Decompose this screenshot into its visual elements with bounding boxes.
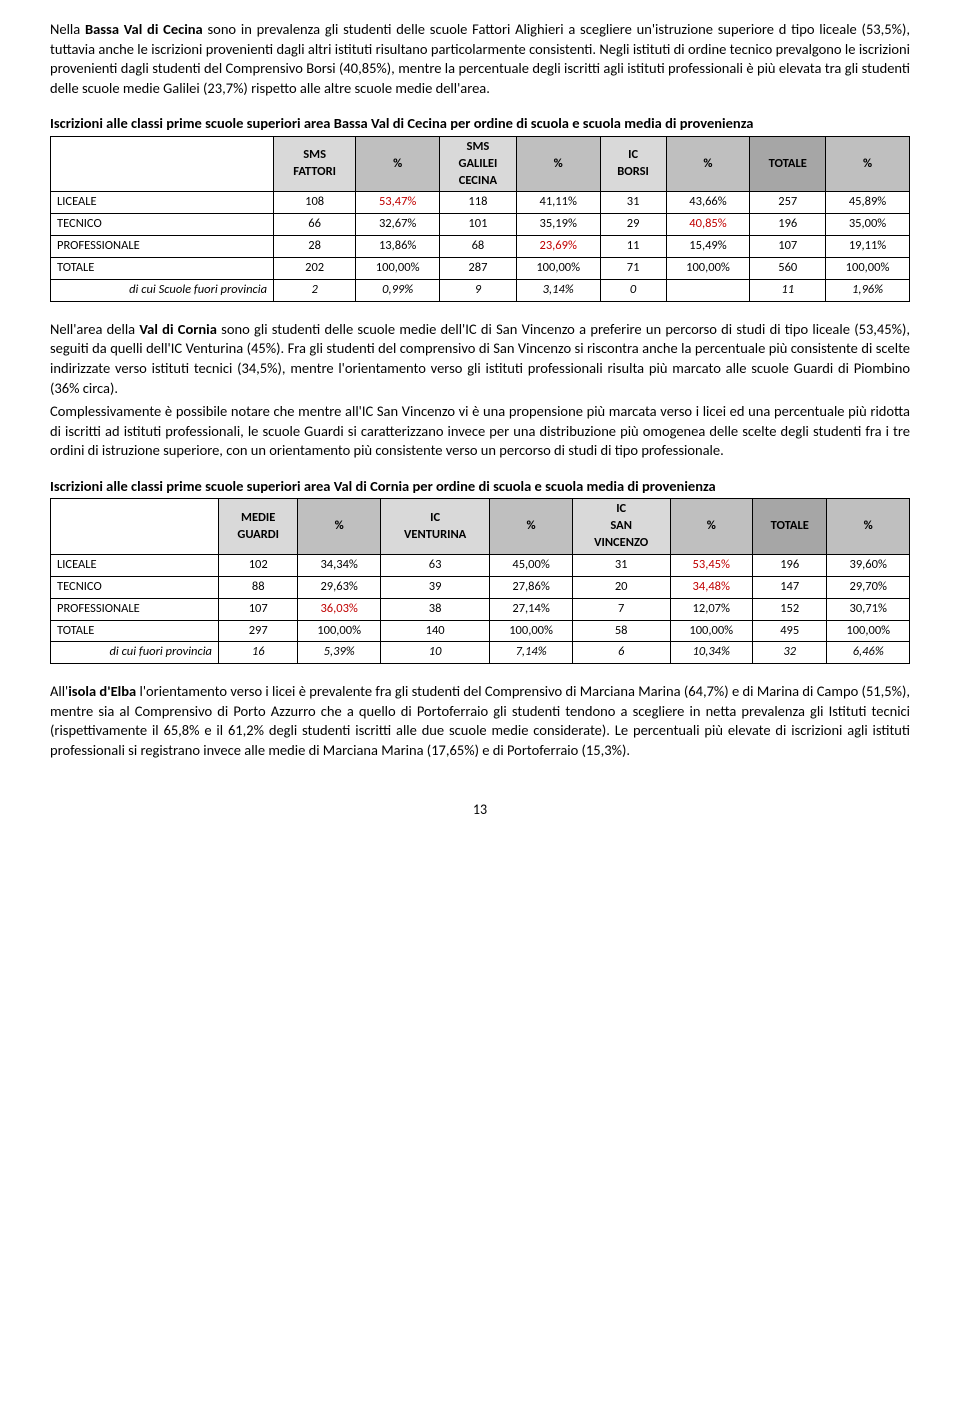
table1-title: Iscrizioni alle classi prime scuole supe… [50,114,910,134]
table-row: TECNICO8829,63%3927,86%2034,48%14729,70% [51,576,910,598]
table2-title: Iscrizioni alle classi prime scuole supe… [50,477,910,497]
table-row: TECNICO6632,67%10135,19%2940,85%19635,00… [51,214,910,236]
table-row: TOTALE297100,00%140100,00%58100,00%49510… [51,620,910,642]
table-row: LICEALE10234,34%6345,00%3153,45%19639,60… [51,554,910,576]
table1: SMSFATTORI%SMSGALILEICECINA%ICBORSI%TOTA… [50,136,910,302]
table-row: TOTALE202100,00%287100,00%71100,00%56010… [51,258,910,280]
table-row: PROFESSIONALE2813,86%6823,69%1115,49%107… [51,236,910,258]
table-row: LICEALE10853,47%11841,11%3143,66%25745,8… [51,192,910,214]
table-row: PROFESSIONALE10736,03%3827,14%712,07%152… [51,598,910,620]
page-number: 13 [50,801,910,820]
table-footer-row: di cui Scuole fuori provincia20,99%93,14… [51,279,910,301]
paragraph-2a: Nell'area della Val di Cornia sono gli s… [50,320,910,398]
table-footer-row: di cui fuori provincia165,39%107,14%610,… [51,642,910,664]
table2: MEDIEGUARDI%ICVENTURINA%ICSANVINCENZO%TO… [50,498,910,664]
paragraph-1: Nella Bassa Val di Cecina sono in preval… [50,20,910,98]
paragraph-2b: Complessivamente è possibile notare che … [50,402,910,461]
paragraph-3: All'isola d'Elba l'orientamento verso i … [50,682,910,760]
